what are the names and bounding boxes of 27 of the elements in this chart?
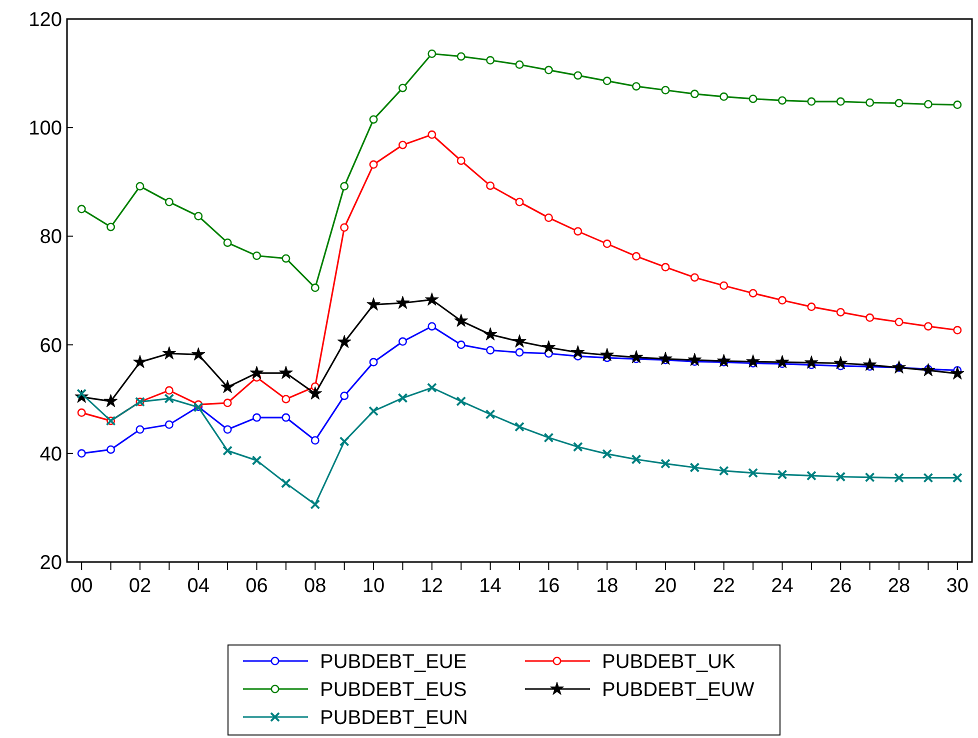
- x-tick-label: 00: [70, 575, 93, 597]
- y-tick-label: 40: [40, 443, 62, 466]
- x-tick-label: 04: [187, 575, 210, 597]
- legend-label: PUBDEBT_EUE: [320, 651, 467, 673]
- y-tick-label: 60: [40, 334, 62, 357]
- legend-label: PUBDEBT_UK: [602, 651, 736, 673]
- x-tick-label: 24: [771, 575, 794, 597]
- x-tick-label: 06: [246, 575, 268, 597]
- x-tick-label: 14: [479, 575, 502, 597]
- x-tick-label: 20: [654, 575, 677, 597]
- x-tick-label: 18: [596, 575, 618, 597]
- x-tick-label: 10: [362, 575, 385, 597]
- x-tick-label: 26: [830, 575, 852, 597]
- x-tick-label: 16: [538, 575, 560, 597]
- x-tick-label: 12: [420, 575, 444, 597]
- x-tick-label: 02: [128, 575, 152, 597]
- x-tick-label: 22: [712, 575, 735, 597]
- legend-label: PUBDEBT_EUW: [602, 679, 754, 701]
- x-tick-label: 28: [888, 575, 910, 597]
- y-tick-label: 100: [28, 118, 62, 140]
- legend-label: PUBDEBT_EUN: [320, 707, 468, 729]
- legend-label: PUBDEBT_EUS: [320, 679, 467, 701]
- y-tick-label: 20: [40, 552, 62, 574]
- y-tick-label: 120: [28, 9, 62, 31]
- y-tick-label: 80: [40, 226, 62, 248]
- x-tick-label: 08: [304, 575, 326, 597]
- x-tick-label: 30: [946, 575, 969, 597]
